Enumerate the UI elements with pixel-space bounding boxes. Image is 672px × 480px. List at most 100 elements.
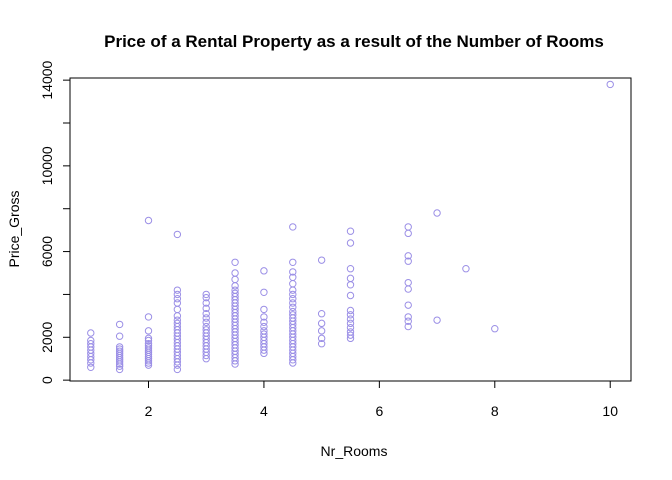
data-point: [289, 286, 297, 294]
data-point: [87, 340, 95, 348]
data-point: [346, 311, 355, 319]
data-point: [202, 318, 210, 326]
data-point: [144, 327, 153, 335]
data-point: [346, 227, 355, 235]
data-point: [231, 282, 239, 290]
y-tick-label: 0: [39, 376, 55, 384]
data-point: [289, 268, 297, 276]
data-point: [404, 322, 412, 331]
y-axis-label: Price_Gross: [6, 190, 22, 267]
data-point: [87, 329, 95, 337]
data-point: [260, 313, 268, 321]
data-point: [317, 340, 326, 348]
chart-title: Price of a Rental Property as a result o…: [104, 32, 604, 51]
data-point: [289, 303, 297, 311]
data-point: [144, 216, 153, 225]
data-point: [115, 343, 124, 351]
data-point: [202, 322, 210, 331]
data-points: [87, 80, 614, 374]
x-tick-label: 2: [145, 403, 153, 419]
data-point: [115, 347, 124, 355]
data-point: [115, 345, 124, 353]
data-point: [202, 299, 210, 307]
x-axis: 2 4 6 8 10: [145, 380, 618, 419]
data-point: [115, 365, 124, 374]
data-point: [404, 301, 412, 309]
data-point: [144, 344, 153, 352]
data-point: [491, 325, 499, 333]
data-point: [173, 316, 182, 324]
data-point: [346, 291, 355, 300]
x-tick-label: 10: [602, 403, 618, 419]
y-tick-label: 6000: [39, 236, 55, 267]
data-point: [231, 286, 239, 294]
data-point: [260, 330, 268, 338]
data-point: [202, 310, 210, 318]
data-point: [173, 295, 182, 303]
data-point: [289, 299, 297, 307]
data-point: [260, 327, 268, 335]
data-point: [346, 315, 355, 323]
data-point: [289, 223, 297, 231]
data-point: [231, 275, 239, 284]
data-point: [404, 285, 412, 293]
data-point: [289, 273, 297, 281]
data-point: [404, 252, 412, 260]
data-point: [144, 342, 153, 350]
data-point: [260, 322, 268, 331]
data-point: [346, 319, 355, 328]
data-point: [87, 336, 95, 345]
data-point: [173, 305, 182, 314]
data-point: [260, 305, 268, 314]
data-point: [289, 280, 297, 288]
data-point: [346, 265, 355, 273]
data-point: [433, 209, 441, 217]
data-point: [289, 290, 297, 299]
data-point: [289, 295, 297, 303]
data-point: [346, 323, 355, 332]
y-axis: 0 2000 6000 10000 14000: [39, 60, 71, 384]
data-point: [462, 265, 470, 273]
data-point: [289, 258, 297, 266]
data-point: [404, 257, 412, 265]
x-tick-label: 8: [491, 403, 499, 419]
data-point: [346, 239, 355, 247]
data-point: [404, 229, 412, 238]
data-point: [202, 293, 210, 302]
data-point: [144, 340, 153, 348]
data-point: [317, 327, 326, 335]
y-tick-label: 14000: [39, 60, 55, 99]
data-point: [173, 286, 182, 294]
data-point: [115, 320, 124, 329]
data-point: [346, 281, 355, 289]
data-point: [289, 307, 297, 316]
data-point: [144, 313, 153, 321]
data-point: [173, 319, 182, 328]
data-point: [317, 310, 326, 318]
x-tick-label: 4: [260, 403, 268, 419]
data-point: [231, 258, 239, 266]
data-point: [404, 278, 412, 287]
data-point: [231, 269, 239, 277]
data-point: [433, 316, 441, 324]
data-point: [317, 319, 326, 328]
data-point: [404, 223, 412, 231]
data-point: [202, 314, 210, 322]
data-point: [260, 318, 268, 326]
data-point: [87, 363, 95, 371]
data-point: [202, 326, 210, 334]
data-point: [173, 365, 182, 374]
data-point: [144, 334, 153, 343]
data-point: [202, 290, 210, 299]
data-point: [202, 304, 210, 313]
data-point: [317, 256, 326, 264]
y-tick-label: 10000: [39, 146, 55, 185]
data-point: [173, 230, 182, 239]
data-point: [404, 317, 412, 325]
data-point: [289, 311, 297, 319]
x-axis-label: Nr_Rooms: [321, 443, 388, 459]
data-point: [346, 274, 355, 283]
data-point: [346, 331, 355, 339]
data-point: [173, 299, 182, 307]
